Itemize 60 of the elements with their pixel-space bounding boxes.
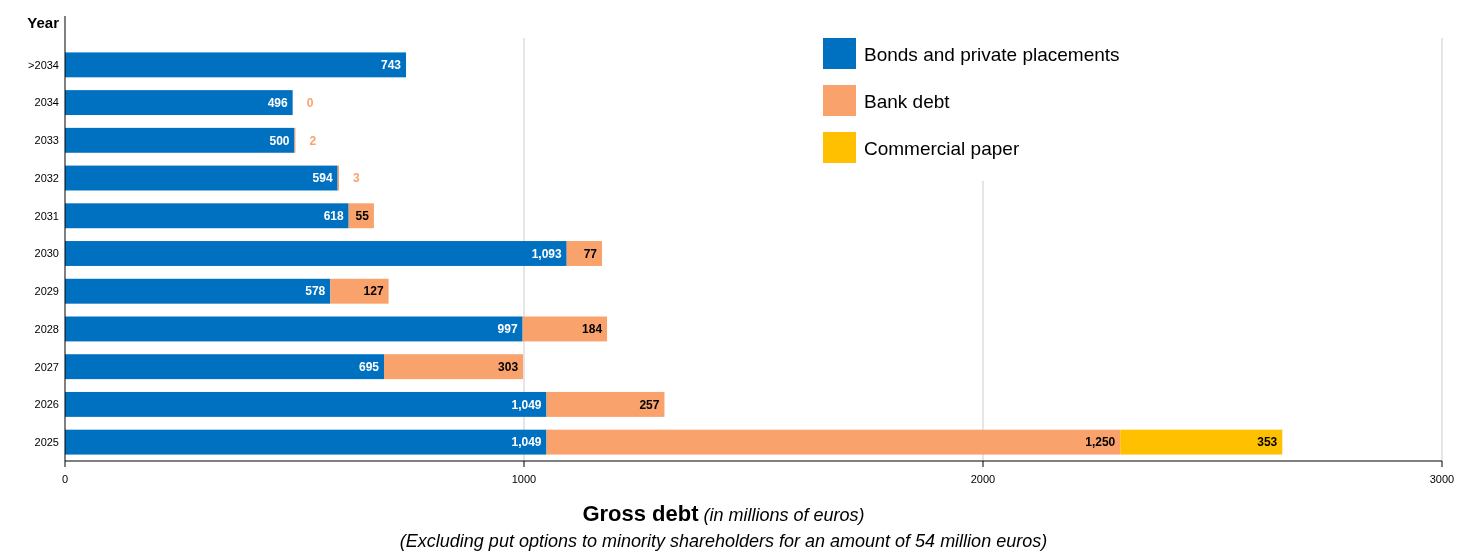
data-label: 55 — [355, 208, 370, 223]
bar — [330, 278, 389, 304]
data-label: 695 — [358, 359, 380, 374]
y-tick-label: 2033 — [34, 134, 59, 147]
y-axis-title: Year — [27, 14, 60, 31]
data-label: 1,049 — [511, 397, 542, 412]
data-label: 743 — [381, 58, 402, 73]
data-label: 127 — [363, 284, 384, 299]
y-tick-label: 2031 — [34, 209, 59, 222]
data-label: 2 — [309, 133, 317, 148]
bar — [65, 354, 385, 380]
data-label: 257 — [639, 397, 660, 412]
y-tick-label: 2030 — [34, 247, 59, 260]
data-label: 1,093 — [531, 246, 563, 261]
legend-label: Bank debt — [864, 90, 951, 112]
legend-label: Commercial paper — [864, 137, 1020, 159]
y-tick-label: 2026 — [34, 398, 59, 411]
x-tick-label: 0 — [61, 473, 69, 485]
data-label: 303 — [498, 359, 519, 374]
bar — [65, 278, 331, 304]
bar — [65, 52, 407, 78]
data-label: 496 — [267, 95, 288, 110]
bar — [384, 354, 524, 380]
data-label: 184 — [582, 322, 603, 337]
y-tick-label: 2029 — [34, 285, 59, 298]
data-label: 1,250 — [1085, 435, 1116, 450]
y-tick-label: 2032 — [34, 171, 59, 184]
y-tick-label: 2028 — [34, 322, 59, 335]
data-label: 77 — [583, 246, 598, 261]
x-tick-label: 2000 — [970, 473, 996, 485]
y-tick-label: 2027 — [34, 360, 59, 373]
legend-label: Bonds and private placements — [864, 43, 1120, 65]
data-label: 3 — [353, 171, 361, 186]
data-label: 353 — [1257, 435, 1278, 450]
data-label: 997 — [497, 322, 518, 337]
y-tick-label: >2034 — [28, 58, 59, 71]
x-tick-label: 3000 — [1429, 473, 1455, 485]
bar — [65, 90, 293, 116]
bar — [65, 316, 523, 342]
bar — [65, 203, 349, 229]
data-label: 1,049 — [511, 435, 542, 450]
data-label: 0 — [306, 95, 314, 110]
bar — [65, 127, 295, 153]
y-tick-label: 2025 — [34, 435, 59, 448]
x-axis-title: Gross debt (in millions of euros) — [582, 501, 865, 526]
bar — [65, 391, 547, 417]
y-tick-label: 2034 — [34, 96, 59, 109]
data-label: 500 — [269, 133, 290, 148]
bar — [1120, 429, 1283, 455]
x-tick-label: 1000 — [511, 473, 537, 485]
bar — [546, 391, 665, 417]
bar — [65, 429, 547, 455]
bar — [546, 429, 1121, 455]
text: (Excluding put options to minority shareholders for an amount of 54 million euros) — [399, 531, 1048, 551]
data-label: 594 — [312, 171, 333, 186]
data-label: 618 — [323, 208, 344, 223]
data-label: 578 — [305, 284, 326, 299]
bar — [65, 241, 567, 266]
bar — [566, 241, 603, 266]
bar — [65, 165, 338, 191]
